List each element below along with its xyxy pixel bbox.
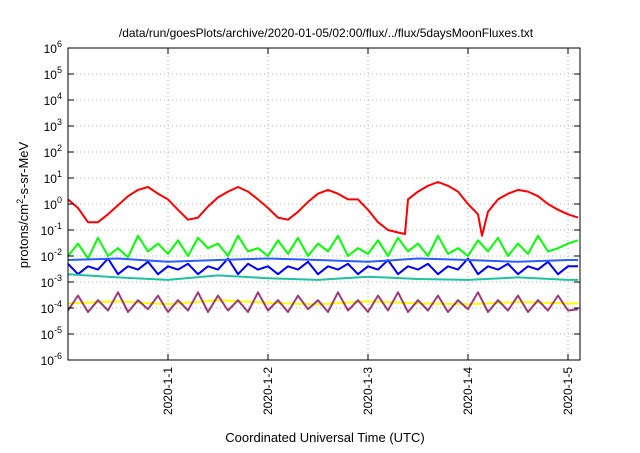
series-lines [67, 181, 579, 313]
y-tick-label: 100 [44, 195, 62, 212]
y-tick-label: 10-5 [41, 325, 62, 342]
y-axis-label-pre: protons/cm [16, 204, 31, 268]
y-tick-label: 10-2 [41, 247, 62, 264]
series-line-2 [67, 234, 579, 260]
y-tick-label: 106 [44, 39, 62, 56]
y-axis-label-sup: 2 [15, 199, 25, 204]
chart-title: /data/run/goesPlots/archive/2020-01-05/0… [119, 26, 534, 40]
x-tick-label: 2020-1-2 [261, 367, 275, 415]
axes: 10-6 10-5 10-4 10-3 10-2 10-1 100 101 102 103 104 1… [41, 39, 581, 415]
y-tick-label: 105 [44, 65, 62, 82]
y-tick-label: 103 [44, 117, 62, 134]
series-line-1 [67, 181, 579, 237]
y-tick-label: 10-3 [41, 273, 62, 290]
x-tick-label: 2020-1-5 [561, 367, 575, 415]
x-tick-label: 2020-1-3 [361, 367, 375, 415]
y-tick-label: 10-1 [41, 221, 62, 238]
x-tick-label: 2020-1-4 [461, 367, 475, 415]
y-tick-label: 101 [44, 169, 62, 186]
y-tick-label: 10-6 [41, 351, 62, 368]
y-tick-label: 104 [44, 91, 62, 108]
x-axis-label: Coordinated Universal Time (UTC) [225, 430, 424, 445]
series-line-4 [67, 257, 578, 263]
grid-lines [68, 48, 580, 360]
series-line-3 [67, 257, 578, 276]
x-tick-label: 2020-1-1 [161, 367, 175, 415]
y-tick-label: 102 [44, 143, 62, 160]
plot-frame [67, 47, 581, 361]
series-line-5 [67, 273, 578, 281]
series-line-7 [67, 291, 579, 313]
y-axis-label: protons/cm2-s-sr-MeV [15, 141, 31, 268]
y-tick-label: 10-4 [41, 299, 62, 316]
y-axis-label-post: -s-sr-MeV [16, 141, 31, 198]
